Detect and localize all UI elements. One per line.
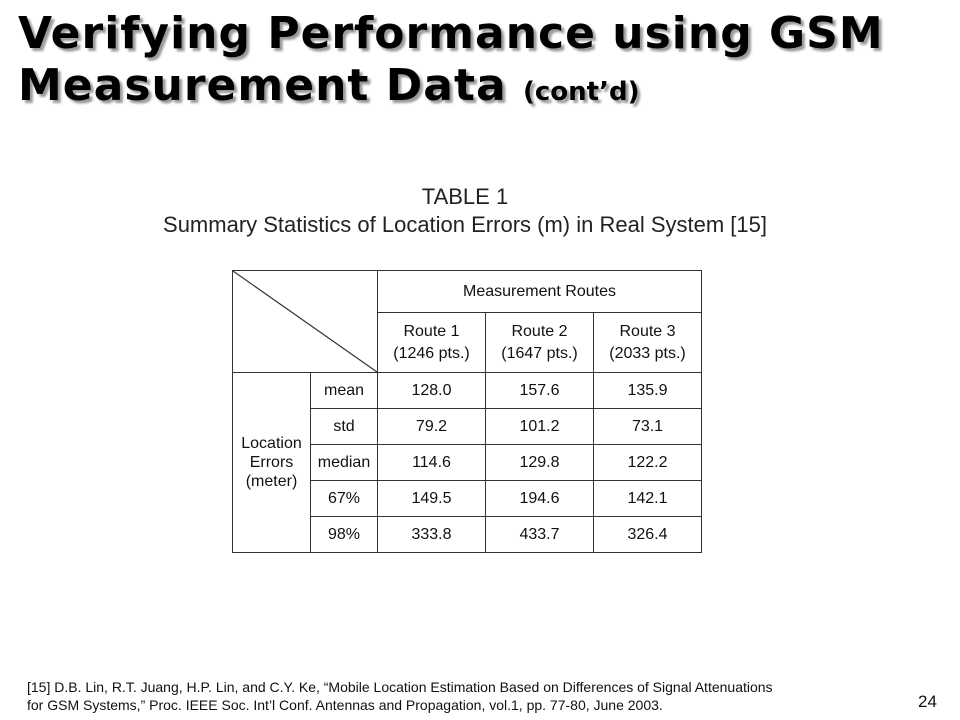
stat-label: mean (310, 372, 378, 409)
table-row: std 79.2 101.2 73.1 (233, 408, 703, 445)
stat-value: 128.0 (377, 372, 486, 409)
stat-value: 129.8 (485, 444, 594, 481)
stat-label: 98% (310, 516, 378, 553)
diagonal-divider (233, 271, 377, 372)
table-corner-cell (232, 270, 378, 373)
route-name: Route 1 (403, 322, 460, 340)
table-caption-label: TABLE 1 (421, 184, 509, 209)
footnote-line-1: [15] D.B. Lin, R.T. Juang, H.P. Lin, and… (27, 679, 773, 695)
route-points: (2033 pts.) (609, 344, 686, 362)
slide-title: Verifying Performance using GSM Measurem… (18, 8, 948, 118)
reference-footnote: [15] D.B. Lin, R.T. Juang, H.P. Lin, and… (27, 678, 907, 714)
route-name: Route 2 (511, 322, 568, 340)
page-number: 24 (918, 692, 937, 711)
table-row: 67% 149.5 194.6 142.1 (233, 480, 703, 517)
stat-label: 67% (310, 480, 378, 517)
row-group-label-line: Errors (249, 454, 294, 471)
location-error-statistics-table: Measurement Routes Route 1 (1246 pts.) R… (232, 270, 703, 553)
table-caption-text: Summary Statistics of Location Errors (m… (163, 212, 767, 237)
stat-value: 149.5 (377, 480, 486, 517)
stat-value: 433.7 (485, 516, 594, 553)
table-row: Location Errors (meter) mean 128.0 157.6… (232, 372, 703, 553)
stat-label: std (310, 408, 378, 445)
slide-title-suffix: (cont’d) (523, 77, 640, 107)
route-header-1: Route 1 (1246 pts.) (377, 312, 486, 373)
slide-title-main: Measurement Data (18, 60, 507, 111)
table-row: 98% 333.8 433.7 326.4 (233, 516, 703, 553)
stat-value: 122.2 (592, 444, 703, 481)
slide-title-line-2: Measurement Data (cont’d) (18, 60, 948, 118)
stat-value: 79.2 (377, 408, 486, 445)
statistics-table-container: Measurement Routes Route 1 (1246 pts.) R… (232, 270, 703, 553)
row-group-label-line: Location (241, 435, 302, 452)
stat-label: median (310, 444, 378, 481)
table-row: median 114.6 129.8 122.2 (233, 444, 703, 481)
footnote-line-2: for GSM Systems,” Proc. IEEE Soc. Int’l … (27, 697, 663, 713)
stat-value: 101.2 (485, 408, 594, 445)
group-header-cell: Measurement Routes (376, 270, 703, 313)
row-group-label: Location Errors (meter) (232, 372, 311, 553)
stat-value: 135.9 (592, 372, 703, 409)
stat-value: 157.6 (485, 372, 594, 409)
route-points: (1647 pts.) (501, 344, 578, 362)
row-group-label-line: (meter) (245, 473, 298, 490)
route-header-3: Route 3 (2033 pts.) (592, 312, 703, 373)
stat-value: 142.1 (592, 480, 703, 517)
stat-value: 326.4 (592, 516, 703, 553)
stat-value: 73.1 (592, 408, 703, 445)
route-header-2: Route 2 (1647 pts.) (485, 312, 594, 373)
stat-value: 194.6 (485, 480, 594, 517)
slide-title-line-1: Verifying Performance using GSM (18, 8, 884, 59)
stat-value: 333.8 (377, 516, 486, 553)
stat-value: 114.6 (377, 444, 486, 481)
route-points: (1246 pts.) (393, 344, 470, 362)
route-name: Route 3 (619, 322, 676, 340)
